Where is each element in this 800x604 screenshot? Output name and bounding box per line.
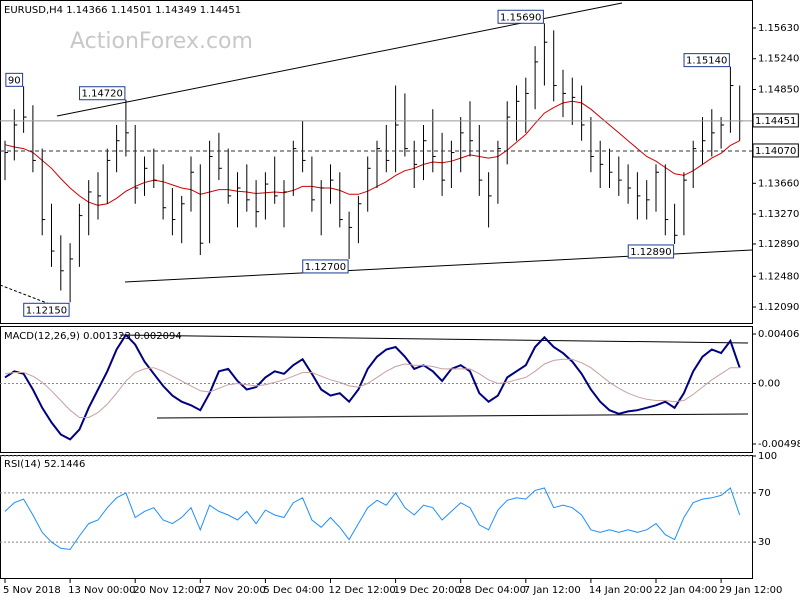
y-tick-label: 0.004069 xyxy=(758,329,800,340)
price-annotation: 1.12890 xyxy=(630,247,671,258)
price-annotation-box xyxy=(302,259,349,274)
price-annotation-box xyxy=(683,53,730,68)
y-tick-label: 100 xyxy=(758,451,777,462)
y-tick-label: 1.15630 xyxy=(758,23,799,34)
y-tick-label: 70 xyxy=(758,488,771,499)
x-tick-label: 22 Jan 04:00 xyxy=(654,585,717,596)
price-annotation: 1.12700 xyxy=(305,262,346,273)
current-price-label-box xyxy=(752,113,799,128)
macd-plot xyxy=(0,333,752,441)
price-annotation: 1.12150 xyxy=(26,305,67,316)
series-line xyxy=(4,333,741,441)
series-line xyxy=(4,358,740,418)
series-line xyxy=(4,487,741,551)
y-tick-label: 1.13660 xyxy=(758,178,799,189)
price-annotation: 1.14720 xyxy=(82,89,123,100)
moving-average xyxy=(4,100,740,206)
price-annotation-box xyxy=(23,302,70,317)
x-tick-label: 20 Nov 12:00 xyxy=(133,585,200,596)
x-tick-label: 12 Dec 12:00 xyxy=(329,585,396,596)
trendline xyxy=(156,413,749,419)
price-annotation-box xyxy=(497,9,544,24)
y-tick-label: 1.13270 xyxy=(758,209,799,220)
rsi-pane xyxy=(0,455,753,579)
price-annotation-box xyxy=(627,244,675,259)
price-annotation-box xyxy=(79,86,126,101)
x-tick-label: 19 Dec 20:00 xyxy=(394,585,461,596)
price-annotation: 1.15140 xyxy=(686,56,727,67)
x-tick-label: 27 Nov 20:00 xyxy=(198,585,265,596)
trendline xyxy=(0,284,66,311)
y-tick-label: 1.12090 xyxy=(758,302,799,313)
y-tick-label: 1.15240 xyxy=(758,54,799,65)
axes: 1.15630 1.15240 1.14850 1.13660 1.13270 1.128… xyxy=(3,23,800,596)
y-tick-label: 1.14850 xyxy=(758,84,799,95)
current-price-label: 1.14451 xyxy=(755,116,796,127)
trendline xyxy=(119,334,749,344)
x-tick-label: 13 Nov 00:00 xyxy=(68,585,135,596)
price-annotation: 1.15690 xyxy=(500,12,541,23)
y-tick-label: 1.12480 xyxy=(758,271,799,282)
y-tick-label: 0.00 xyxy=(758,378,780,389)
watermark: ActionForex.com xyxy=(70,29,253,54)
price-annotation-box xyxy=(5,72,24,87)
rsi-title: RSI(14) 52.1446 xyxy=(4,459,85,470)
x-tick-label: 28 Dec 04:00 xyxy=(459,585,526,596)
support-label-box xyxy=(752,143,799,158)
x-tick-label: 14 Jan 20:00 xyxy=(589,585,652,596)
y-tick-label: 1.12890 xyxy=(758,239,799,250)
price-title: EURUSD,H4 1.14366 1.14501 1.14349 1.1445… xyxy=(4,5,241,16)
x-tick-label: 5 Nov 2018 xyxy=(3,585,61,596)
x-tick-label: 5 Dec 04:00 xyxy=(263,585,324,596)
support-label: 1.14070 xyxy=(755,146,796,157)
x-tick-label: 29 Jan 12:00 xyxy=(719,585,782,596)
y-tick-label: 30 xyxy=(758,537,771,548)
price-annotation: 90 xyxy=(8,75,21,86)
price-plot: 90 1.14720 1.15690 1.15140 1.12150 1.12700 1.1… xyxy=(0,2,752,317)
macd-title: MACD(12,26,9) 0.001323 0.002094 xyxy=(4,331,182,342)
rsi-plot xyxy=(0,455,752,551)
x-tick-label: 7 Jan 12:00 xyxy=(524,585,581,596)
macd-pane xyxy=(0,326,753,453)
